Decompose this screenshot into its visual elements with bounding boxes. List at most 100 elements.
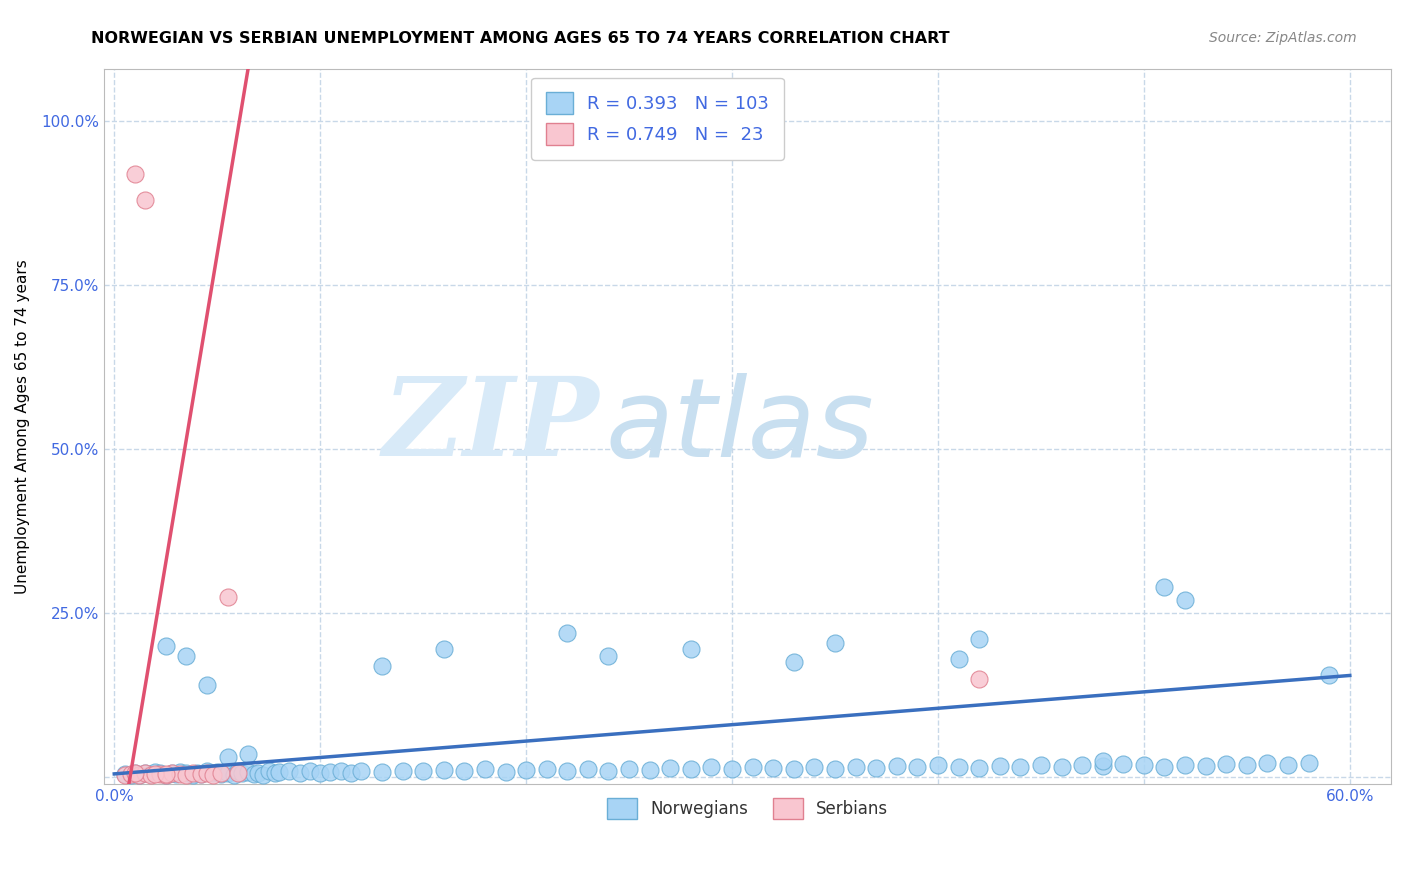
Point bbox=[124, 766, 146, 780]
Point bbox=[176, 767, 198, 781]
Point bbox=[141, 767, 163, 781]
Point bbox=[371, 764, 394, 779]
Point bbox=[124, 766, 146, 780]
Y-axis label: Unemployment Among Ages 65 to 74 years: Unemployment Among Ages 65 to 74 years bbox=[15, 259, 30, 593]
Point bbox=[217, 750, 239, 764]
Point bbox=[845, 760, 868, 774]
Point bbox=[474, 762, 496, 776]
Point bbox=[186, 765, 208, 780]
Point bbox=[155, 767, 177, 781]
Point bbox=[160, 765, 183, 780]
Point bbox=[155, 767, 177, 781]
Point bbox=[257, 764, 280, 779]
Point bbox=[329, 764, 352, 778]
Point bbox=[555, 764, 578, 779]
Point bbox=[391, 764, 413, 778]
Point bbox=[195, 678, 218, 692]
Point bbox=[134, 765, 156, 780]
Point bbox=[1112, 757, 1135, 772]
Point bbox=[181, 767, 204, 781]
Point bbox=[948, 652, 970, 666]
Point bbox=[433, 642, 456, 657]
Point bbox=[536, 762, 558, 776]
Point bbox=[252, 767, 274, 781]
Point bbox=[319, 764, 342, 779]
Text: NORWEGIAN VS SERBIAN UNEMPLOYMENT AMONG AGES 65 TO 74 YEARS CORRELATION CHART: NORWEGIAN VS SERBIAN UNEMPLOYMENT AMONG … bbox=[91, 31, 950, 46]
Point bbox=[340, 765, 363, 780]
Point bbox=[114, 767, 136, 781]
Point bbox=[576, 762, 599, 776]
Point bbox=[617, 762, 640, 776]
Point bbox=[721, 762, 744, 776]
Point bbox=[1091, 759, 1114, 773]
Point bbox=[145, 764, 167, 779]
Point bbox=[288, 765, 311, 780]
Point bbox=[741, 760, 763, 774]
Point bbox=[134, 766, 156, 780]
Point bbox=[226, 764, 249, 779]
Point bbox=[148, 767, 170, 781]
Point bbox=[967, 761, 990, 775]
Point bbox=[700, 760, 723, 774]
Point bbox=[679, 642, 702, 657]
Point bbox=[209, 766, 232, 780]
Point bbox=[453, 764, 475, 778]
Point bbox=[209, 767, 232, 781]
Point bbox=[824, 762, 846, 776]
Point bbox=[1153, 760, 1175, 774]
Point bbox=[195, 764, 218, 779]
Point bbox=[865, 761, 887, 775]
Point bbox=[350, 764, 373, 779]
Point bbox=[236, 764, 259, 779]
Legend: Norwegians, Serbians: Norwegians, Serbians bbox=[600, 792, 896, 825]
Point bbox=[659, 761, 682, 775]
Point bbox=[155, 639, 177, 653]
Point bbox=[412, 764, 434, 779]
Point bbox=[190, 767, 212, 781]
Point bbox=[762, 761, 785, 775]
Point bbox=[169, 764, 191, 779]
Point bbox=[1277, 757, 1299, 772]
Point bbox=[120, 768, 142, 782]
Point bbox=[495, 764, 517, 779]
Point bbox=[128, 768, 150, 782]
Point bbox=[190, 767, 212, 781]
Point bbox=[783, 656, 806, 670]
Point bbox=[598, 648, 620, 663]
Point bbox=[134, 193, 156, 207]
Point bbox=[120, 767, 142, 781]
Point bbox=[967, 632, 990, 647]
Point bbox=[1215, 757, 1237, 772]
Point bbox=[1174, 757, 1197, 772]
Point bbox=[1298, 756, 1320, 770]
Point bbox=[124, 167, 146, 181]
Text: atlas: atlas bbox=[606, 373, 875, 480]
Point bbox=[783, 762, 806, 776]
Point bbox=[236, 747, 259, 762]
Text: Source: ZipAtlas.com: Source: ZipAtlas.com bbox=[1209, 31, 1357, 45]
Point bbox=[1317, 668, 1340, 682]
Point bbox=[967, 672, 990, 686]
Point bbox=[141, 767, 163, 781]
Point bbox=[1153, 580, 1175, 594]
Point bbox=[905, 760, 928, 774]
Point bbox=[145, 767, 167, 781]
Point bbox=[165, 767, 187, 781]
Point bbox=[1256, 756, 1278, 771]
Point bbox=[247, 765, 270, 780]
Point bbox=[202, 766, 225, 780]
Point bbox=[264, 766, 287, 780]
Point bbox=[217, 765, 239, 780]
Point bbox=[679, 762, 702, 776]
Point bbox=[155, 768, 177, 782]
Point bbox=[1050, 760, 1073, 774]
Point bbox=[988, 759, 1011, 773]
Point bbox=[1236, 758, 1258, 772]
Point bbox=[222, 767, 245, 781]
Point bbox=[371, 658, 394, 673]
Point bbox=[1029, 758, 1052, 772]
Point bbox=[927, 758, 949, 772]
Point bbox=[886, 759, 908, 773]
Point bbox=[217, 590, 239, 604]
Point bbox=[160, 765, 183, 780]
